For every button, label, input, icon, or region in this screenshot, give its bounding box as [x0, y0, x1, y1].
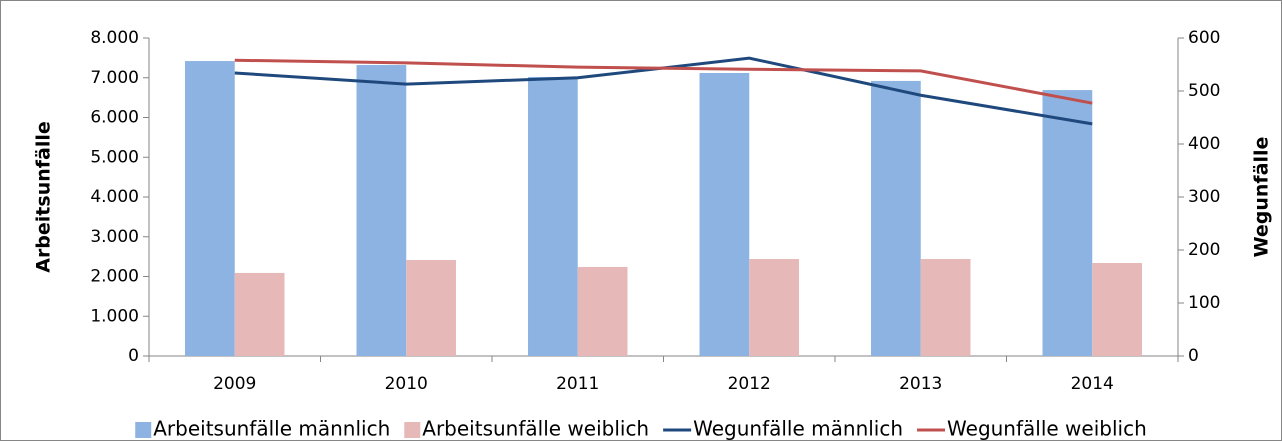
y2-tick-label: 0	[1188, 346, 1199, 366]
y2-axis-title: Wegunfälle	[1251, 137, 1273, 258]
x-tick-label: 2014	[1071, 374, 1114, 394]
bar	[577, 266, 628, 356]
y2-tick-label: 400	[1188, 134, 1220, 154]
bar	[185, 61, 235, 357]
legend-swatch	[404, 422, 421, 438]
y2-tick-label: 100	[1188, 293, 1220, 313]
x-tick-label: 2011	[556, 374, 599, 394]
legend-label: Arbeitsunfälle männlich	[153, 417, 390, 441]
y-axis-title: Arbeitsunfälle	[33, 121, 55, 273]
y2-tick-label: 300	[1188, 187, 1220, 207]
legend-label: Arbeitsunfälle weiblich	[422, 417, 649, 441]
bar	[356, 65, 407, 356]
y-tick-label: 7.000	[90, 68, 139, 88]
bar	[871, 80, 921, 357]
bar	[528, 76, 578, 356]
line	[234, 58, 1093, 105]
y-tick-label: 6.000	[90, 108, 139, 128]
legend-label: Wegunfälle weiblich	[947, 417, 1147, 441]
y-tick-label: 1.000	[90, 306, 139, 326]
y2-tick-label: 600	[1188, 28, 1220, 48]
y-tick-label: 8.000	[90, 28, 139, 48]
legend-label: Wegunfälle männlich	[693, 417, 903, 441]
x-tick-label: 2012	[728, 374, 771, 394]
y-tick-label: 3.000	[90, 227, 139, 247]
y-tick-label: 0	[128, 346, 139, 366]
x-tick-label: 2009	[213, 374, 256, 394]
bar	[406, 260, 456, 356]
bar	[234, 272, 285, 356]
y-tick-label: 5.000	[90, 147, 139, 167]
y-tick-label: 4.000	[90, 187, 139, 207]
bar	[920, 259, 971, 356]
y2-tick-label: 500	[1188, 81, 1220, 101]
x-tick-label: 2010	[385, 374, 428, 394]
bar	[1042, 90, 1093, 356]
y2-tick-label: 200	[1188, 240, 1220, 260]
x-tick-label: 2013	[899, 374, 942, 394]
bar	[1092, 262, 1142, 356]
bar	[699, 72, 750, 356]
y-tick-label: 2.000	[90, 267, 139, 287]
bar	[749, 259, 799, 356]
legend-swatch	[135, 422, 152, 438]
